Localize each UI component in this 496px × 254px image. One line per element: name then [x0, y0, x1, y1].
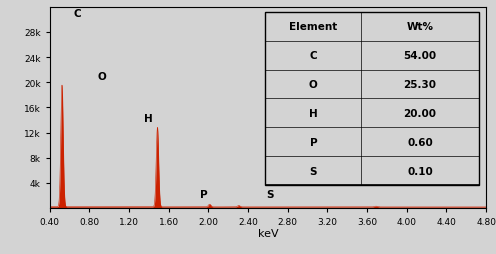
Text: Element: Element	[289, 22, 337, 32]
Text: O: O	[97, 72, 106, 82]
Text: S: S	[310, 166, 317, 176]
Text: P: P	[310, 137, 317, 147]
Text: C: C	[310, 51, 317, 61]
Text: 25.30: 25.30	[403, 80, 436, 90]
Text: P: P	[199, 189, 207, 199]
Text: H: H	[144, 114, 153, 124]
Text: 20.00: 20.00	[403, 108, 436, 118]
Text: 0.10: 0.10	[407, 166, 433, 176]
Text: 0.60: 0.60	[407, 137, 433, 147]
Text: 54.00: 54.00	[403, 51, 436, 61]
Text: C: C	[73, 9, 81, 19]
Text: O: O	[309, 80, 318, 90]
X-axis label: keV: keV	[257, 228, 278, 237]
Text: Wt%: Wt%	[407, 22, 434, 32]
Text: S: S	[266, 189, 274, 199]
Text: H: H	[309, 108, 318, 118]
